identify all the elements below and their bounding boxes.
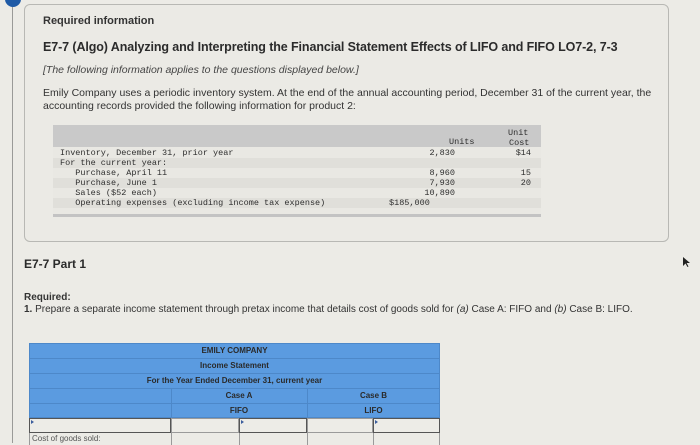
case-b-label-cell (307, 418, 373, 433)
statement-title: Income Statement (200, 361, 269, 370)
table-row: Operating expenses (excluding income tax… (53, 198, 541, 208)
dropdown-marker-icon (375, 420, 378, 424)
case-a-label-cell (171, 418, 239, 433)
table-row: Inventory, December 31, prior year 2,830… (60, 148, 531, 158)
statement-first-row (29, 418, 440, 433)
table-row: Purchase, April 11 8,960 15 (60, 168, 531, 178)
inventory-data-table: Units Unit Cost Inventory, December 31, … (53, 125, 541, 217)
table-row: Sales ($52 each) 10,890 (60, 188, 455, 198)
unit-cost-header-line1: Unit (508, 128, 529, 138)
table-row: Purchase, June 1 7,930 20 (53, 178, 541, 188)
case-a-method: FIFO (229, 406, 249, 415)
left-rule (12, 0, 13, 443)
case-b-method: LIFO (364, 406, 383, 415)
case-a-header: Case A (225, 391, 253, 400)
exercise-title: E7-7 (Algo) Analyzing and Interpreting t… (43, 40, 618, 54)
exercise-description: Emily Company uses a periodic inventory … (43, 87, 652, 112)
income-statement-table: EMILY COMPANY Income Statement For the Y… (29, 343, 440, 445)
case-a-value-input[interactable] (239, 418, 307, 433)
dropdown-marker-icon (241, 420, 244, 424)
statement-header (29, 343, 440, 418)
case-b-header: Case B (359, 391, 388, 400)
required-label: Required: (24, 292, 71, 303)
cogs-label: Cost of goods sold: (32, 434, 101, 443)
statement-period: For the Year Ended December 31, current … (146, 376, 323, 385)
part-title: E7-7 Part 1 (24, 257, 87, 271)
unit-cost-header-line2: Cost (509, 138, 530, 148)
table-header: Units Unit Cost (53, 125, 541, 148)
row-label-dropdown[interactable] (29, 418, 171, 433)
mouse-cursor-icon (683, 257, 690, 267)
table-row: For the current year: (53, 158, 541, 168)
dropdown-marker-icon (31, 420, 34, 424)
table-footer-rule (53, 214, 541, 217)
required-instructions: 1. Prepare a separate income statement t… (24, 304, 633, 315)
required-number: 1. (24, 304, 33, 315)
cogs-row: Cost of goods sold: (29, 433, 440, 445)
exercise-note: [The following information applies to th… (43, 64, 359, 76)
info-badge-icon (5, 0, 21, 7)
units-header: Units (449, 137, 475, 147)
required-info-heading: Required information (43, 15, 155, 27)
company-name: EMILY COMPANY (201, 346, 268, 355)
case-b-value-input[interactable] (373, 418, 440, 433)
